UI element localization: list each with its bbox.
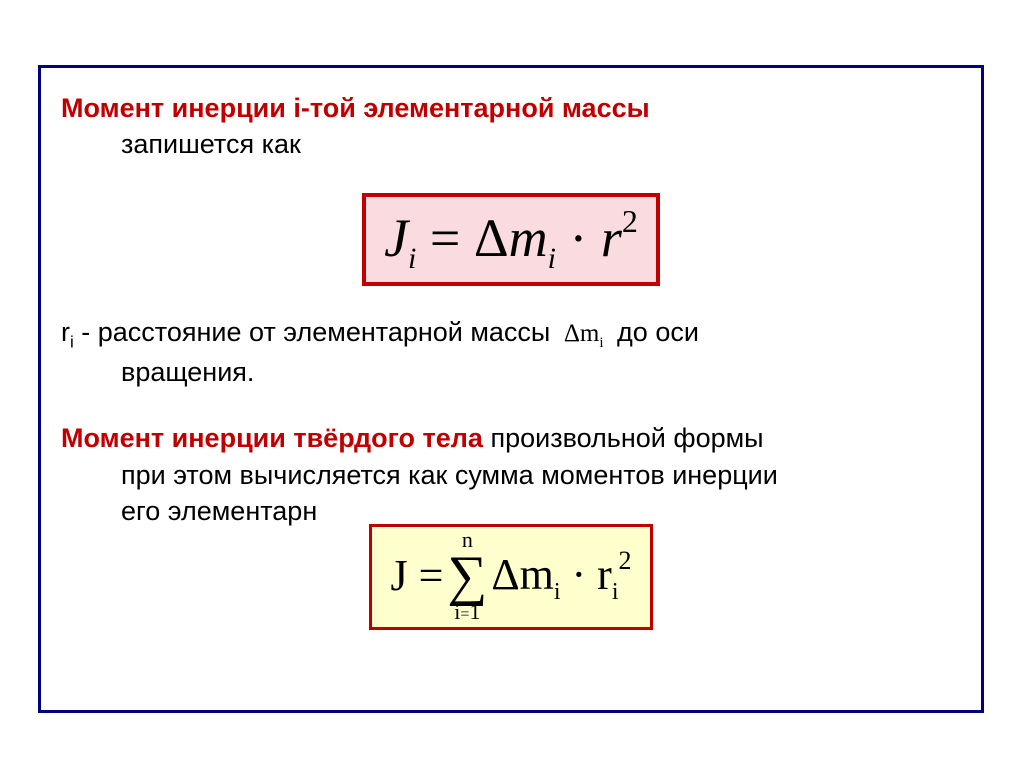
p1-lead: Момент инерции i-той элементарной массы <box>61 93 650 123</box>
paragraph-1: Момент инерции i-той элементарной массы … <box>61 90 961 163</box>
f1-eq: = Δ <box>416 208 508 268</box>
formula-1: Ji = Δmi · r2 <box>362 193 660 286</box>
p2-dm: Δmi <box>558 320 610 347</box>
formula-2-container: J = n ∑ i=1 Δmi · ri2 <box>61 524 961 630</box>
slide-frame: Момент инерции i-той элементарной массы … <box>38 65 984 713</box>
p3-lead: Момент инерции твёрдого тела <box>61 423 483 453</box>
p2-post: до оси <box>610 317 699 347</box>
f1-dot: · <box>556 208 601 268</box>
paragraph-2: ri - расстояние от элементарной массы Δm… <box>61 314 961 391</box>
f1-r-sup: 2 <box>622 203 638 239</box>
formula-2: J = n ∑ i=1 Δmi · ri2 <box>369 524 652 630</box>
p3-line3: его элементарн <box>121 496 317 526</box>
p3-line2: при этом вычисляется как сумма моментов … <box>121 460 778 490</box>
f1-J: J <box>384 208 408 268</box>
p2-ri: ri <box>61 317 74 347</box>
f2-sigma-block: n ∑ i=1 <box>447 529 487 623</box>
f2-rhs: Δmi · ri2 <box>491 546 631 606</box>
p2-line2: вращения. <box>121 357 254 387</box>
f1-m-sub: i <box>548 242 556 275</box>
p3-tail: произвольной формы <box>483 423 764 453</box>
paragraph-3: Момент инерции твёрдого тела произвольно… <box>61 420 961 529</box>
formula-1-container: Ji = Δmi · r2 <box>61 193 961 286</box>
p1-tail: запишется как <box>121 129 301 159</box>
f2-sigma: ∑ <box>447 551 487 601</box>
p2-pre: - расстояние от элементарной массы <box>74 317 558 347</box>
f1-m: m <box>509 208 548 268</box>
f2-lhs: J = <box>390 550 443 601</box>
f1-r: r <box>601 208 622 268</box>
